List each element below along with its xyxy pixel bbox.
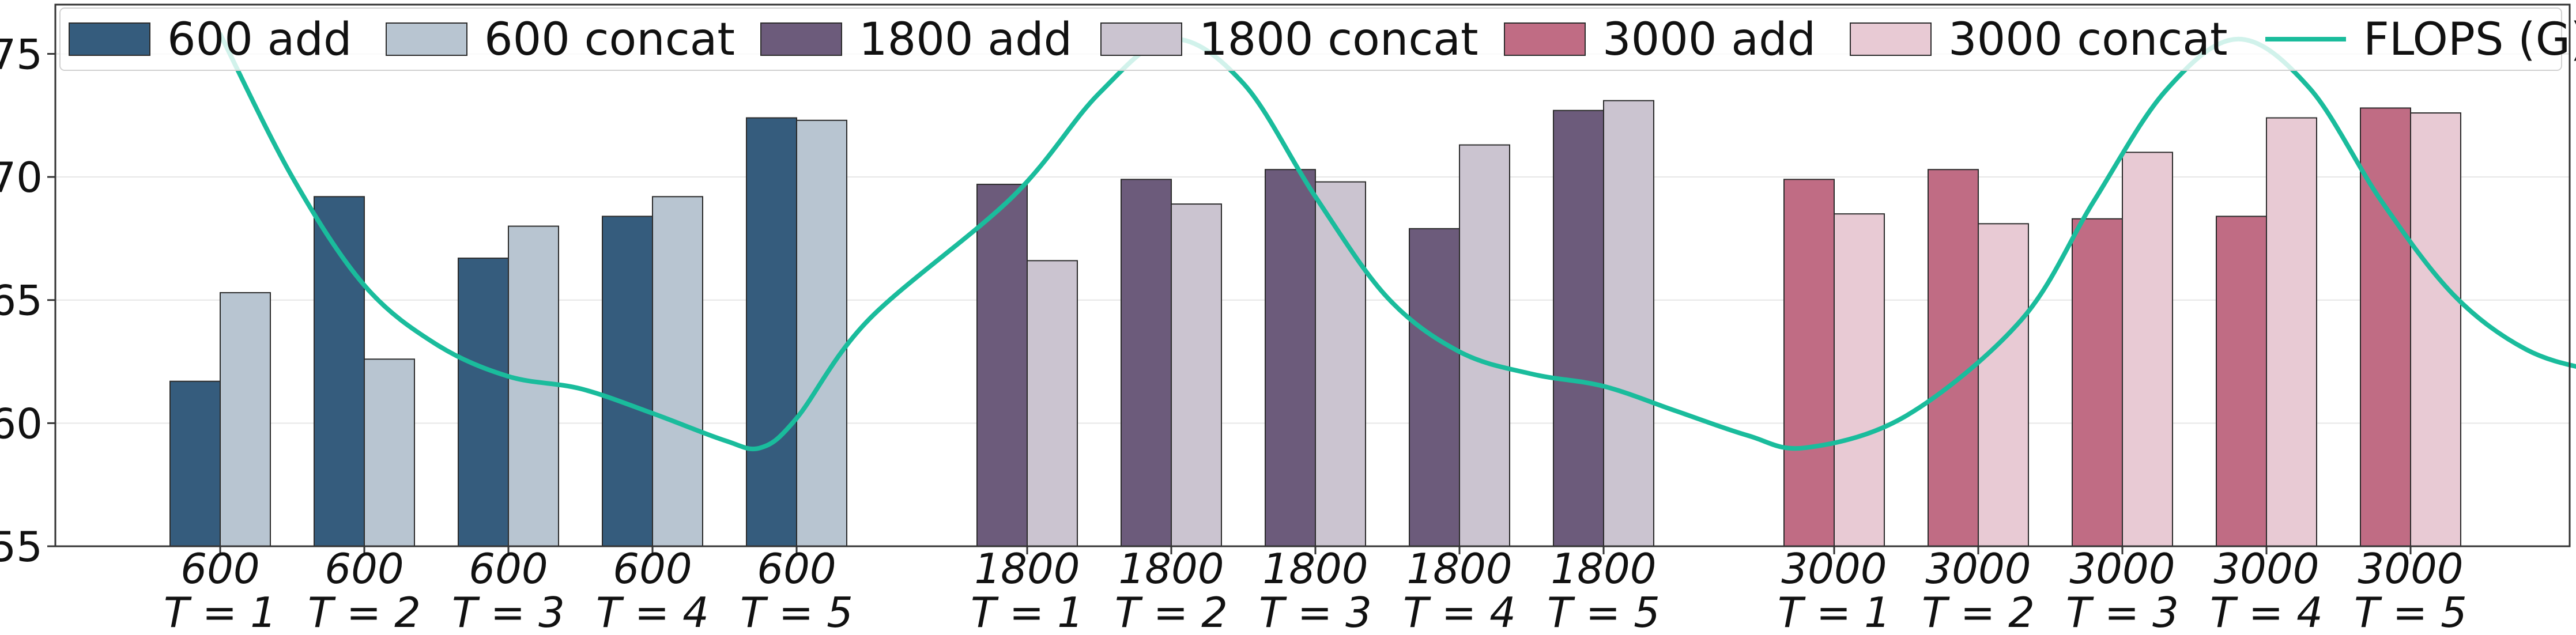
bar-1800-concat-t5 [1603, 100, 1654, 547]
legend-swatch [386, 22, 467, 56]
bar-600-add-t5 [746, 117, 797, 547]
bar-1800-add-t1 [976, 183, 1028, 547]
x-tick-label-line1: 600 [325, 545, 403, 593]
x-tick-label-line1: 3000 [1925, 545, 2031, 593]
bar-600-concat-t4 [652, 196, 703, 547]
bar-600-concat-t5 [796, 119, 847, 547]
bar-600-concat-t1 [220, 292, 271, 547]
legend-label: FLOPS (G) [2363, 14, 2576, 66]
bar-600-add-t4 [602, 216, 653, 547]
legend-swatch [760, 22, 842, 56]
x-tick-label-line1: 3000 [2213, 545, 2319, 593]
x-tick-label-line1: 1800 [1551, 545, 1656, 593]
x-tick-label-line2: T = 4 [596, 588, 709, 635]
bar-600-add-t1 [169, 380, 221, 547]
x-tick-label-line2: T = 5 [2354, 588, 2467, 635]
plot-frame [54, 3, 2571, 547]
x-tick-label-line1: 3000 [1781, 545, 1887, 593]
x-tick-label-line2: T = 3 [1259, 588, 1372, 635]
x-tick-label-line2: T = 2 [1922, 588, 2035, 635]
bar-1800-concat-t3 [1315, 181, 1366, 547]
y-tick-label: 65 [0, 277, 43, 325]
bar-1800-add-t4 [1409, 228, 1460, 547]
x-tick-label-line1: 3000 [2069, 545, 2175, 593]
flops-line-layer [218, 32, 2576, 452]
x-tick-label-line2: T = 1 [971, 588, 1084, 635]
x-tick-label-line1: 600 [757, 545, 836, 593]
x-tick-label-line2: T = 4 [2210, 588, 2323, 635]
bar-1800-concat-t2 [1171, 203, 1222, 547]
legend-label: 600 add [167, 14, 352, 66]
bar-1800-add-t2 [1121, 179, 1172, 547]
x-tick-label-line1: 1800 [1262, 545, 1368, 593]
legend-label: 1800 concat [1199, 14, 1479, 66]
legend-label: 3000 add [1602, 14, 1816, 66]
legend: 600 add 600 concat 1800 add 1800 concat 3000… [59, 7, 2576, 71]
y-tick-label: 75 [0, 30, 43, 78]
x-tick-label-line2: T = 3 [452, 588, 565, 635]
x-tick-label-line1: 1800 [1406, 545, 1512, 593]
x-tick-label-line1: 1800 [974, 545, 1080, 593]
bar-3000-add-t3 [2072, 218, 2123, 547]
bar-3000-add-t4 [2216, 216, 2267, 547]
bar-600-add-t3 [458, 258, 509, 547]
x-tick-label-line2: T = 2 [308, 588, 421, 635]
legend-swatch [1850, 22, 1932, 56]
bar-3000-add-t5 [2360, 107, 2411, 547]
x-tick-label-line1: 600 [613, 545, 692, 593]
x-tick-label-line1: 600 [469, 545, 548, 593]
legend-label: 3000 concat [1948, 14, 2228, 66]
x-tick-label-line2: T = 3 [2066, 588, 2179, 635]
flops-line [218, 32, 2576, 452]
x-tick-label-line2: T = 1 [1778, 588, 1891, 635]
bar-3000-concat-t5 [2410, 112, 2461, 547]
y-tick-label: 60 [0, 399, 43, 448]
x-tick-label-line2: T = 4 [1403, 588, 1516, 635]
x-tick-label-line1: 3000 [2358, 545, 2463, 593]
bar-3000-add-t2 [1928, 169, 1979, 547]
y-tick-label: 55 [0, 523, 43, 571]
x-tick-label-line2: T = 5 [1547, 588, 1660, 635]
legend-swatch [1504, 22, 1586, 56]
legend-swatch [1100, 22, 1182, 56]
bar-600-concat-t2 [364, 358, 415, 547]
legend-swatch [69, 22, 150, 56]
x-tick-label-line1: 600 [180, 545, 259, 593]
bar-3000-concat-t3 [2122, 152, 2173, 547]
bar-3000-concat-t4 [2266, 117, 2317, 547]
y-axis-ticks: 55 60 65 70 75 [0, 30, 55, 571]
bar-1800-concat-t4 [1459, 144, 1510, 547]
bar-1800-concat-t1 [1027, 260, 1078, 547]
bar-1800-add-t3 [1265, 169, 1316, 547]
x-tick-label-line2: T = 1 [164, 588, 277, 635]
bar-3000-concat-t1 [1834, 213, 1885, 547]
y-tick-label: 70 [0, 153, 43, 202]
bar-3000-add-t1 [1783, 179, 1835, 547]
bar-1800-add-t5 [1553, 109, 1604, 547]
x-tick-label-line1: 1800 [1118, 545, 1224, 593]
x-tick-label-line2: T = 2 [1115, 588, 1228, 635]
legend-label: 600 concat [484, 14, 735, 66]
legend-label: 1800 add [859, 14, 1072, 66]
legend-box [59, 7, 2562, 71]
x-tick-label-line2: T = 5 [740, 588, 853, 635]
bar-3000-concat-t2 [1978, 223, 2029, 547]
bar-600-concat-t3 [508, 225, 559, 547]
